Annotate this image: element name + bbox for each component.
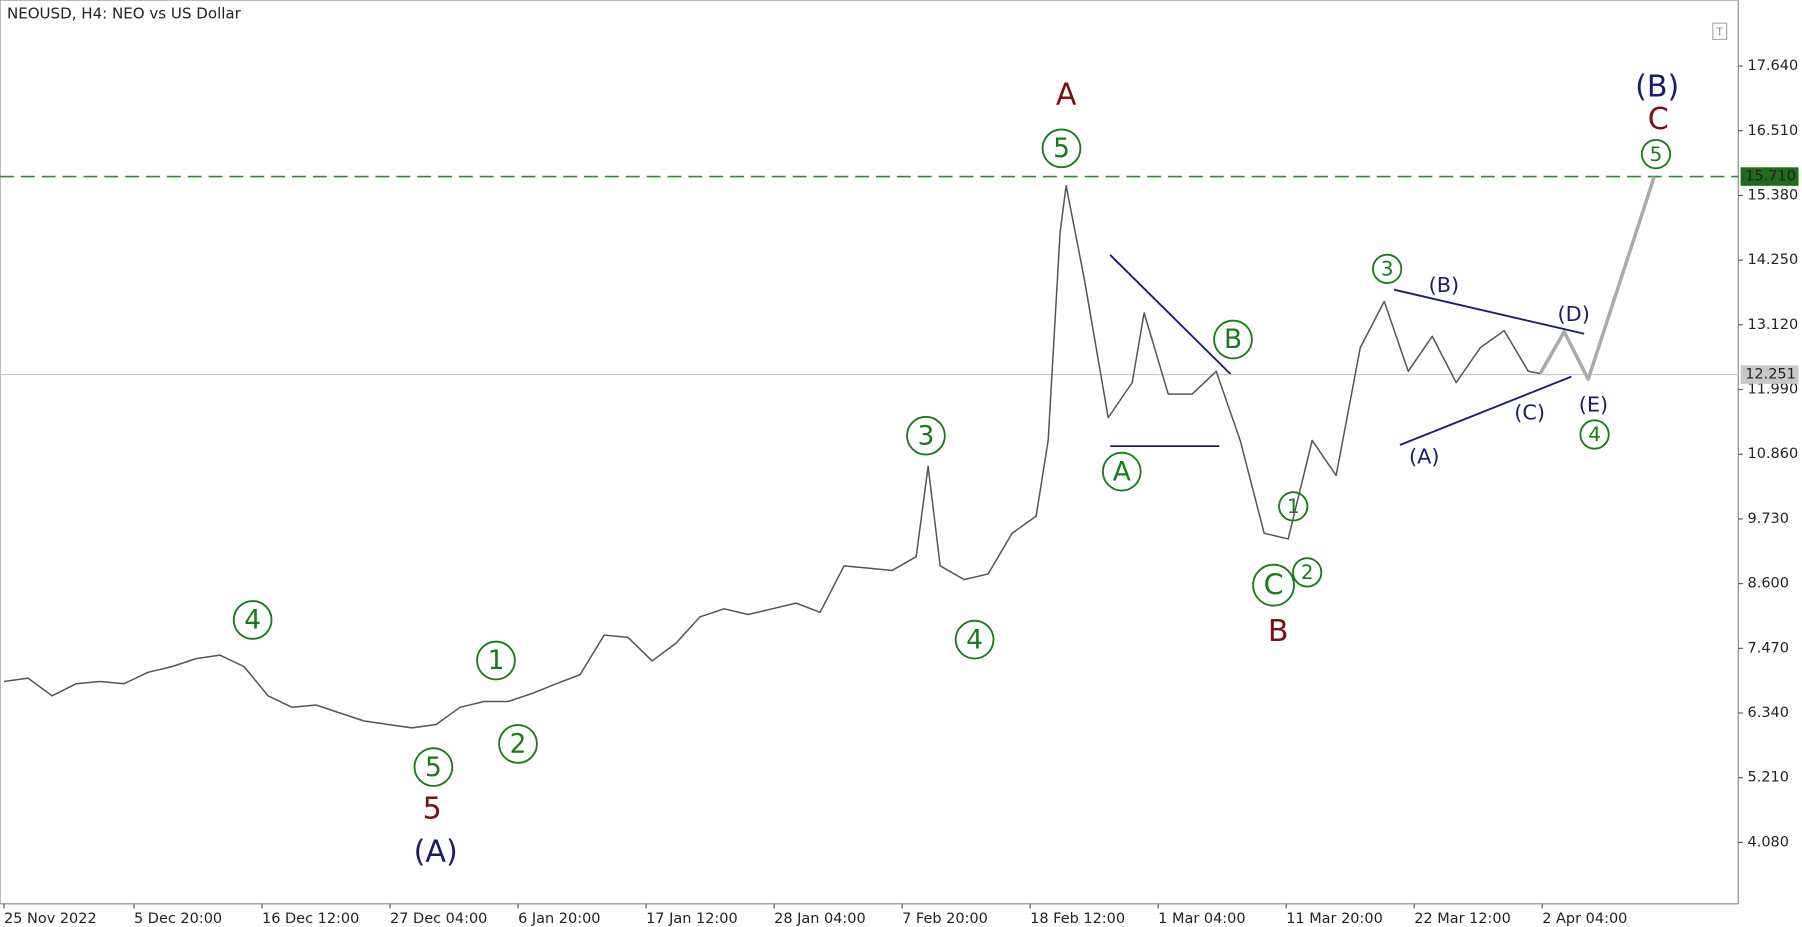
wave-circle: [232, 600, 273, 640]
x-tick-label: 27 Dec 04:00: [390, 911, 487, 927]
wave-label: (B): [1635, 70, 1679, 105]
wave-label: 5: [425, 752, 442, 783]
y-tick-label: 13.120: [1748, 317, 1799, 333]
trendlines: [1109, 254, 1585, 448]
y-tick-label: 5.210: [1748, 770, 1789, 786]
toggle-icon[interactable]: T: [1716, 26, 1724, 38]
x-tick-label: 28 Jan 04:00: [774, 911, 866, 927]
wave-circle: [1372, 253, 1403, 284]
x-tick-label: 1 Mar 04:00: [1158, 911, 1245, 927]
wave-label: 5: [1053, 133, 1070, 164]
x-tick-label: 22 Mar 12:00: [1414, 911, 1511, 927]
chart-title: NEOUSD, H4: NEO vs US Dollar: [7, 4, 242, 22]
wave-label: 4: [1588, 423, 1601, 446]
current-price-label: 12.251: [1745, 367, 1796, 383]
wave-circle: [1041, 128, 1082, 169]
x-tick-label: 17 Jan 12:00: [646, 911, 738, 927]
wave-circle: [413, 747, 454, 787]
wave-label: (B): [1429, 273, 1460, 297]
y-tick-label: 8.600: [1748, 576, 1789, 592]
wave-label: (A): [414, 834, 458, 869]
y-tick-label: 6.340: [1748, 705, 1789, 721]
target-level-label: 15.710: [1745, 169, 1796, 185]
wave-label: 4: [966, 624, 983, 655]
y-tick-label: 15.380: [1748, 187, 1799, 203]
y-tick-label: 14.250: [1748, 252, 1799, 268]
x-tick-label: 25 Nov 2022: [4, 911, 97, 927]
wave-label: C: [1648, 102, 1669, 137]
x-tick-label: 16 Dec 12:00: [262, 911, 359, 927]
wave-circle: [1292, 557, 1323, 588]
wave-label: 4: [244, 605, 261, 636]
wave-circle: [476, 640, 516, 681]
price-line: [3, 184, 1541, 729]
wave-label: 5: [1650, 143, 1663, 166]
wave-label: 1: [488, 645, 505, 676]
wave-label: A: [1056, 78, 1077, 113]
wave-circle: [954, 619, 995, 660]
x-tick-label: 5 Dec 20:00: [134, 911, 222, 927]
wave-circle: [1101, 451, 1142, 492]
wave-circle: [1579, 419, 1610, 450]
trendline: [1109, 254, 1232, 375]
wave-circle: [1252, 563, 1295, 607]
projection-line: [1538, 176, 1656, 381]
wave-label: (A): [1409, 445, 1440, 469]
wave-label: C: [1264, 567, 1284, 601]
wave-circle: [1278, 491, 1309, 522]
wave-label: 2: [510, 729, 527, 760]
y-tick-label: 11.990: [1748, 382, 1799, 398]
y-tick-label: 7.470: [1748, 640, 1789, 656]
wave-label: 2: [1301, 561, 1314, 584]
wave-circle: [906, 415, 946, 456]
wave-label: A: [1113, 456, 1131, 487]
y-tick-label: 4.080: [1748, 834, 1789, 850]
plot-frame: [0, 0, 1739, 905]
x-tick-label: 7 Feb 20:00: [902, 911, 988, 927]
wave-label: 1: [1287, 495, 1300, 518]
wave-circle: [498, 724, 538, 764]
trendline: [1399, 375, 1572, 446]
wave-label: B: [1224, 324, 1242, 355]
wave-circle: [1213, 319, 1253, 360]
wave-label: 3: [918, 420, 935, 451]
y-tick-label: 16.510: [1748, 123, 1799, 139]
y-tick-label: 17.640: [1748, 58, 1799, 74]
x-tick-label: 6 Jan 20:00: [518, 911, 600, 927]
target-level-box: [1740, 167, 1799, 186]
wave-label: (C): [1514, 401, 1545, 425]
current-price-box: [1740, 365, 1799, 384]
wave-label: (D): [1558, 302, 1590, 326]
wave-label: 5: [423, 791, 442, 826]
trendline: [1393, 288, 1585, 335]
y-tick-label: 10.860: [1748, 446, 1799, 462]
x-tick-label: 11 Mar 20:00: [1286, 911, 1383, 927]
x-tick-label: 18 Feb 12:00: [1030, 911, 1125, 927]
wave-label: 3: [1381, 257, 1394, 280]
wave-label: B: [1268, 614, 1289, 649]
x-tick-label: 2 Apr 04:00: [1542, 911, 1627, 927]
toggle-button[interactable]: [1712, 22, 1728, 40]
wave-circle: [1640, 139, 1672, 170]
y-tick-label: 9.730: [1748, 511, 1789, 527]
wave-label: (E): [1579, 393, 1608, 417]
